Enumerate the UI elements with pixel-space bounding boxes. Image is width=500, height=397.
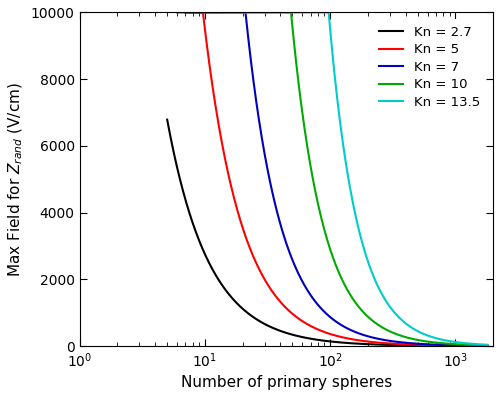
Kn = 13.5 xyxy=(484,342,490,347)
Line: Kn = 10: Kn = 10 xyxy=(199,12,488,345)
Kn = 10 xyxy=(214,10,220,15)
Kn = 10 xyxy=(364,313,370,318)
Kn = 5 xyxy=(372,340,378,345)
Kn = 13.5 xyxy=(420,331,426,336)
Kn = 10 xyxy=(444,341,450,346)
Kn = 7 xyxy=(412,341,418,346)
Kn = 2.7 xyxy=(368,342,374,347)
Kn = 7 xyxy=(358,331,364,336)
Kn = 2.7 xyxy=(440,343,446,348)
Kn = 7 xyxy=(484,343,490,348)
Kn = 13.5 xyxy=(447,339,453,344)
Kn = 2.7 xyxy=(184,202,190,207)
Kn = 5 xyxy=(441,343,447,348)
Kn = 7 xyxy=(201,10,207,15)
Y-axis label: Max Field for $Z_{rand}$ (V/cm): Max Field for $Z_{rand}$ (V/cm) xyxy=(7,82,26,277)
Kn = 7 xyxy=(182,10,188,15)
Kn = 5 xyxy=(410,342,416,347)
Line: Kn = 2.7: Kn = 2.7 xyxy=(167,119,488,346)
Kn = 13.5 xyxy=(216,10,222,15)
Kn = 7 xyxy=(442,343,448,347)
Line: Kn = 5: Kn = 5 xyxy=(177,12,488,346)
Kn = 5 xyxy=(174,10,180,15)
Kn = 13.5 xyxy=(379,292,385,297)
Kn = 10 xyxy=(371,320,377,324)
Kn = 7 xyxy=(375,336,381,341)
Kn = 10 xyxy=(484,343,490,348)
Kn = 10 xyxy=(380,325,386,330)
X-axis label: Number of primary spheres: Number of primary spheres xyxy=(180,375,392,390)
Legend: Kn = 2.7, Kn = 5, Kn = 7, Kn = 10, Kn = 13.5: Kn = 2.7, Kn = 5, Kn = 7, Kn = 10, Kn = … xyxy=(372,19,486,116)
Kn = 2.7 xyxy=(407,343,413,348)
Line: Kn = 7: Kn = 7 xyxy=(186,12,488,346)
Kn = 2.7 xyxy=(350,341,356,346)
Line: Kn = 13.5: Kn = 13.5 xyxy=(219,12,487,345)
Kn = 5 xyxy=(193,10,199,15)
Kn = 10 xyxy=(414,337,420,342)
Kn = 2.7 xyxy=(358,341,364,346)
Kn = 5 xyxy=(354,338,360,343)
Kn = 13.5 xyxy=(232,10,238,15)
Kn = 13.5 xyxy=(387,304,393,309)
Kn = 5 xyxy=(484,343,490,348)
Kn = 2.7 xyxy=(484,343,490,348)
Kn = 13.5 xyxy=(372,277,378,282)
Kn = 7 xyxy=(366,334,372,339)
Kn = 2.7 xyxy=(164,117,170,122)
Kn = 10 xyxy=(196,10,202,15)
Kn = 5 xyxy=(362,339,368,344)
